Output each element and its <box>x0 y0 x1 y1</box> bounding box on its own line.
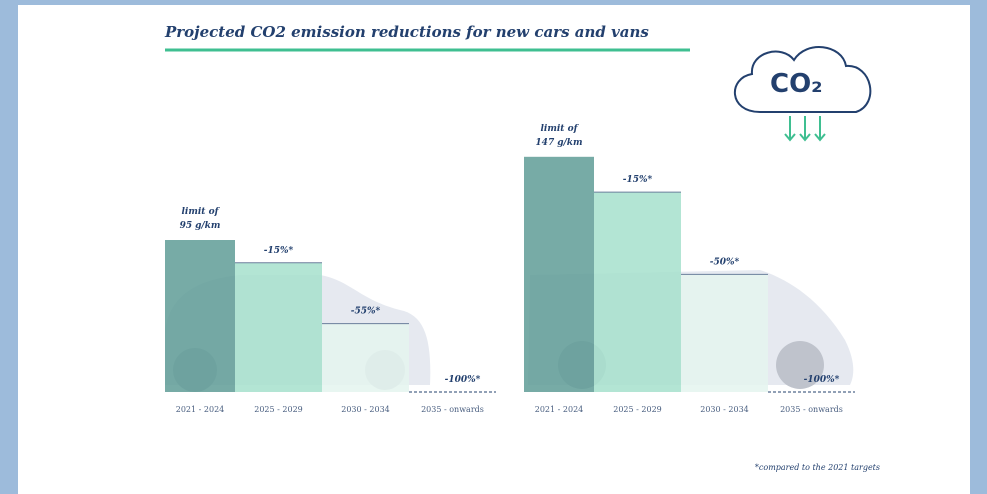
bar <box>681 274 768 392</box>
title: Projected CO2 emission reductions for ne… <box>164 23 649 41</box>
x-tick-label: 2021 - 2024 <box>176 405 225 414</box>
footnote: *compared to the 2021 targets <box>755 463 880 472</box>
cloud-text: CO₂ <box>770 69 823 99</box>
baseline-unit: g/km <box>557 138 582 148</box>
baseline-value: 147 <box>535 138 555 148</box>
value-label: -100%* <box>804 375 840 385</box>
x-tick-label: 2035 - onwards <box>780 405 843 414</box>
baseline-unit: g/km <box>195 221 220 231</box>
value-label: -15%* <box>264 246 294 256</box>
baseline-value-label: 147 g/km <box>535 138 582 148</box>
co2-cloud: CO₂ <box>734 46 872 142</box>
bar <box>322 323 409 392</box>
value-label: -15%* <box>623 175 653 185</box>
baseline-value: 95 <box>180 221 193 231</box>
x-tick-label: 2030 - 2034 <box>341 405 390 414</box>
x-tick-label: 2030 - 2034 <box>700 405 749 414</box>
bar <box>235 262 322 392</box>
value-label: -55%* <box>351 307 381 317</box>
baseline-label: limit of <box>182 207 221 217</box>
x-tick-label: 2035 - onwards <box>421 405 484 414</box>
x-tick-label: 2025 - 2029 <box>613 405 662 414</box>
baseline-value-label: 95 g/km <box>180 221 221 231</box>
baseline-bar <box>524 156 594 392</box>
baseline-label: limit of <box>541 124 580 134</box>
value-label: -100%* <box>445 375 481 385</box>
bar <box>594 192 681 392</box>
x-tick-label: 2025 - 2029 <box>254 405 303 414</box>
baseline-bar <box>165 240 235 392</box>
value-label: -50%* <box>710 257 740 267</box>
x-tick-label: 2021 - 2024 <box>535 405 584 414</box>
